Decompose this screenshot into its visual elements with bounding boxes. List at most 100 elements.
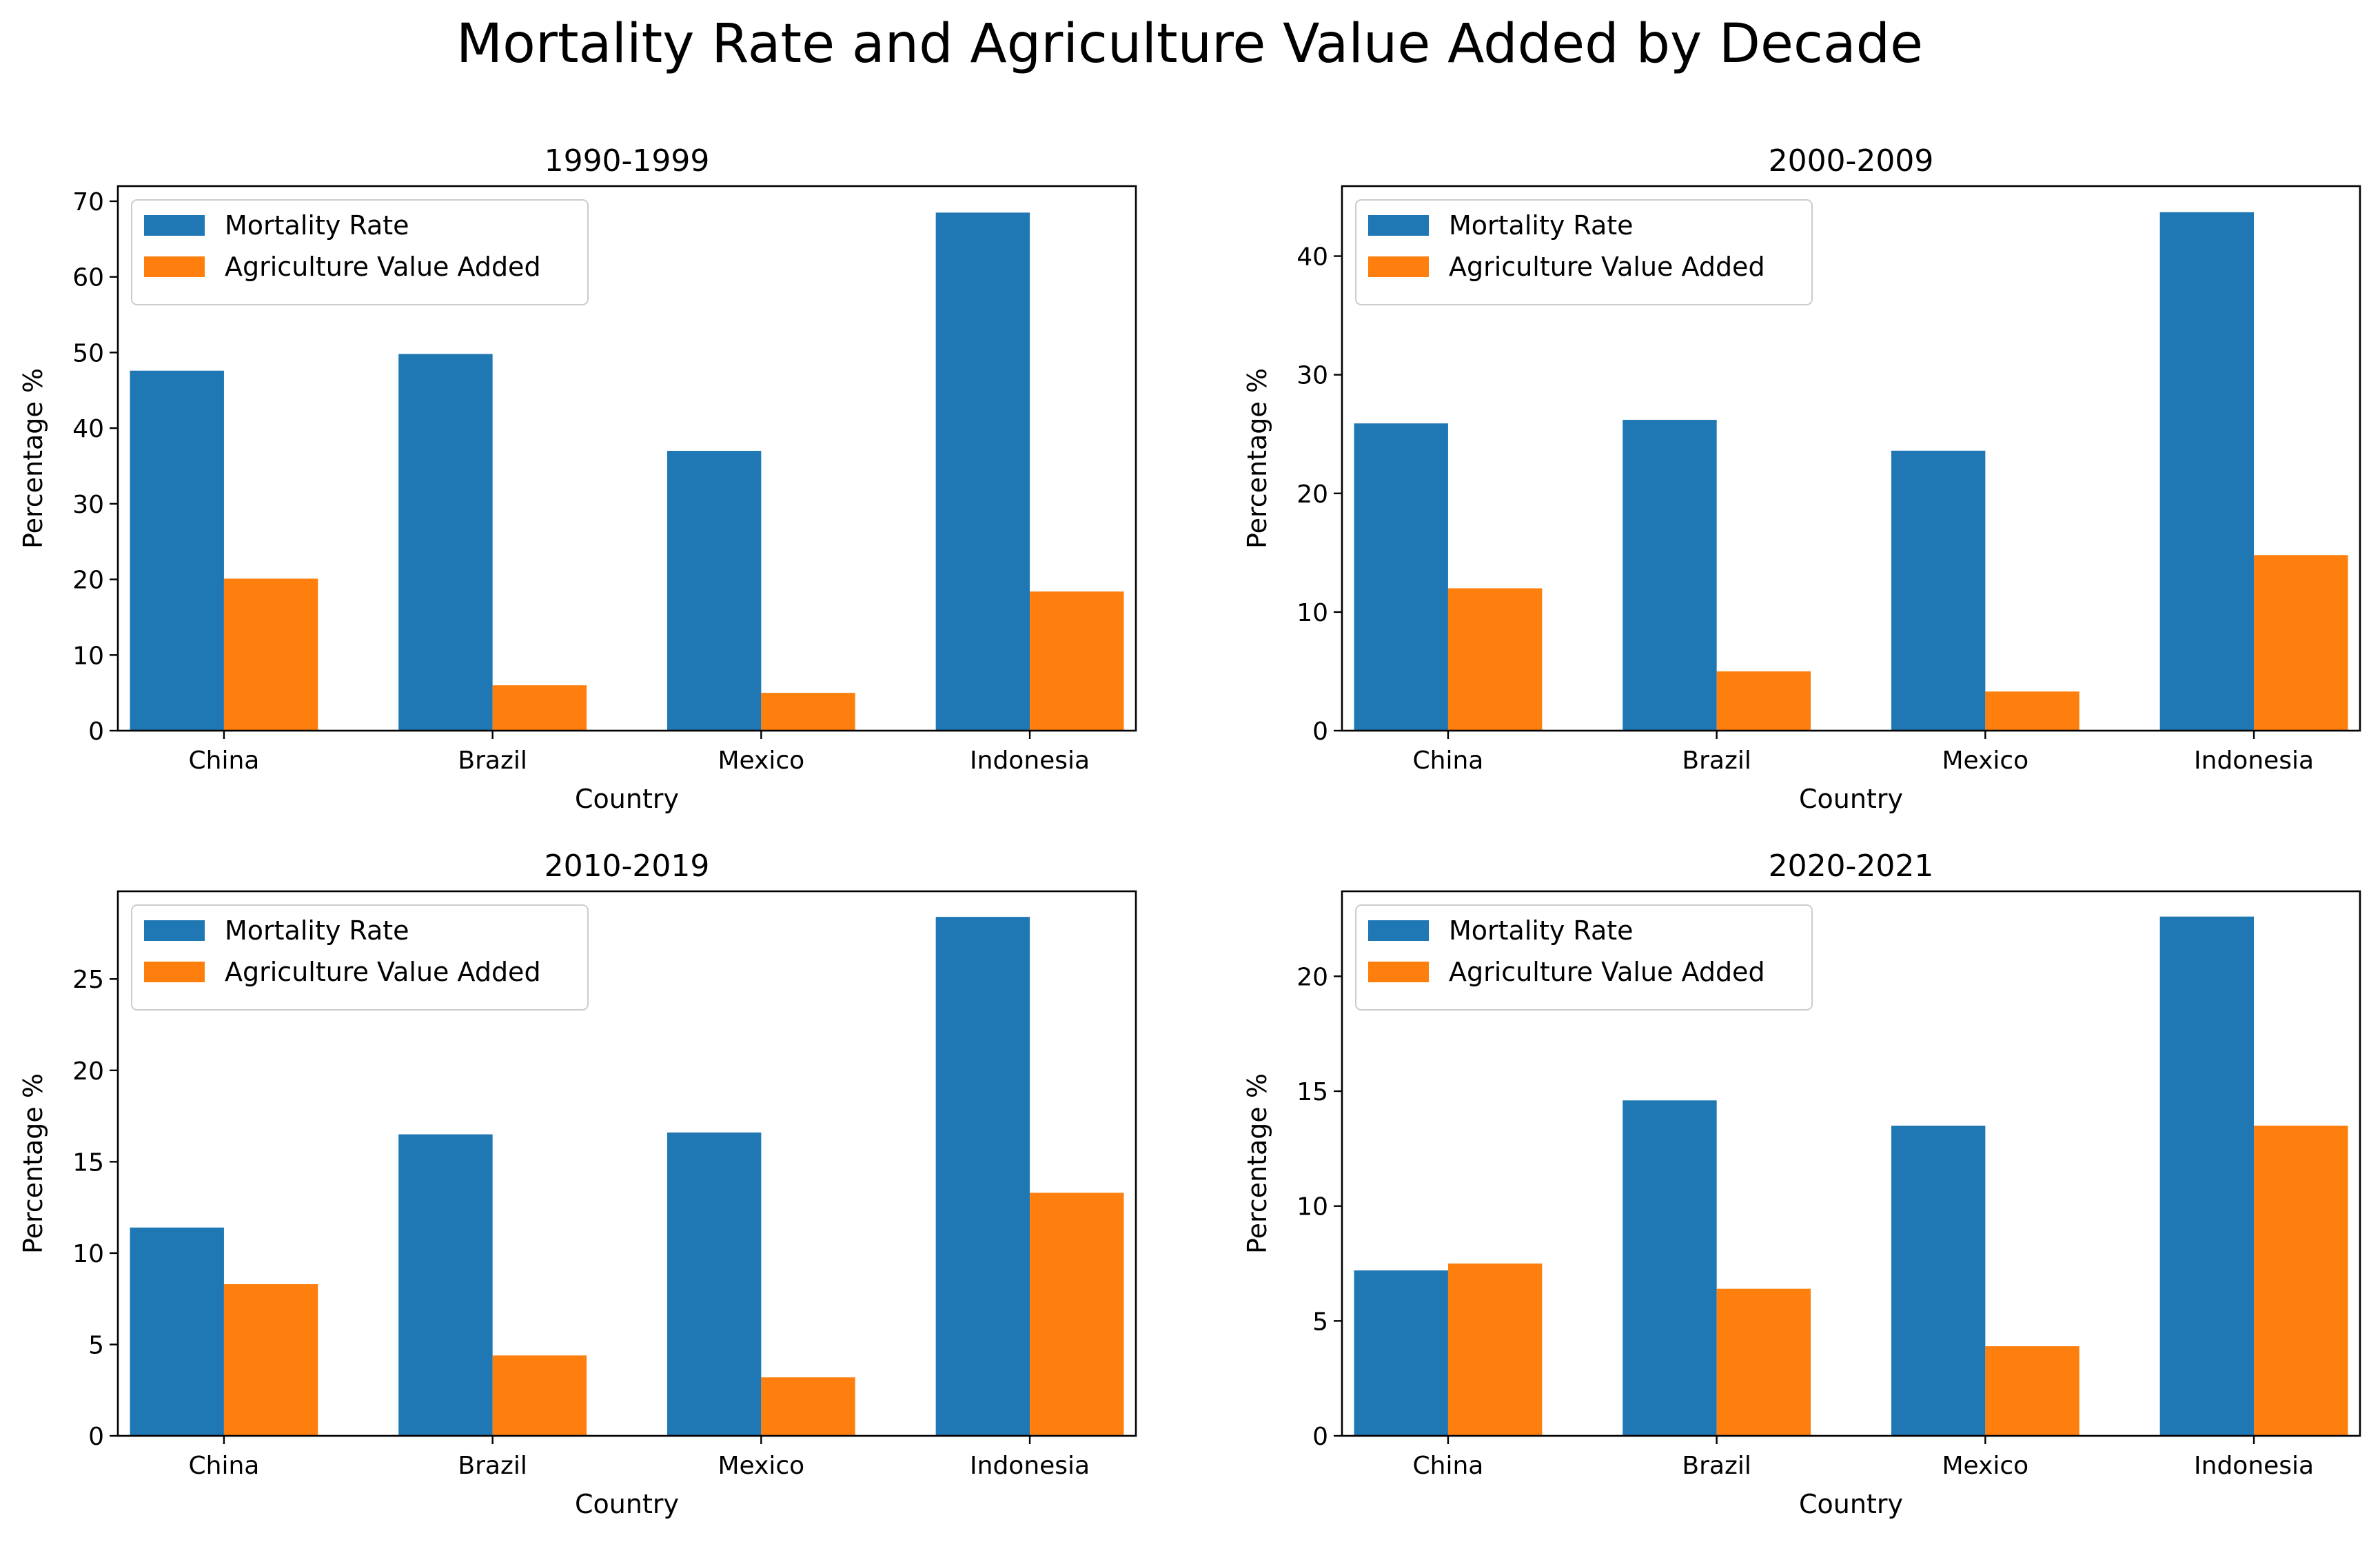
axes-frame: [1341, 890, 2361, 1437]
legend-label-mortality-rate: Mortality Rate: [1449, 210, 1634, 241]
y-tick-label: 0: [88, 1423, 104, 1451]
y-tick-label: 30: [1296, 362, 1328, 390]
axes-frame: [116, 185, 1137, 732]
legend: Mortality Rate Agriculture Value Added: [1355, 199, 1813, 305]
x-tick-label-indonesia: Indonesia: [2194, 1452, 2314, 1480]
legend-swatch-agriculture-value-added: [1368, 962, 1429, 982]
bar-mortality-rate-china: [130, 1227, 224, 1436]
legend-swatch-agriculture-value-added: [144, 256, 205, 277]
bar-agriculture-value-added-mexico: [1985, 1346, 2079, 1436]
bar-agriculture-value-added-china: [1447, 1264, 1543, 1436]
y-tick-label: 20: [72, 567, 104, 595]
y-tick-label: 5: [1312, 1308, 1328, 1336]
chart-suptitle: Mortality Rate and Agriculture Value Add…: [456, 13, 1923, 75]
y-tick-label: 0: [88, 718, 104, 746]
bar-mortality-rate-indonesia: [935, 212, 1030, 731]
bar-agriculture-value-added-china: [1447, 588, 1543, 731]
legend-box: [131, 904, 589, 1011]
y-tick-label: 60: [72, 264, 104, 292]
bar-agriculture-value-added-mexico: [761, 1377, 855, 1436]
axes-frame: [1341, 185, 2361, 732]
y-tick-label: 10: [1296, 599, 1328, 627]
legend-swatch-agriculture-value-added: [144, 962, 205, 982]
x-tick-label-china: China: [1413, 1452, 1484, 1480]
x-tick-label-mexico: Mexico: [1942, 1452, 2029, 1480]
legend-label-agriculture-value-added: Agriculture Value Added: [225, 957, 541, 987]
legend-box: [1355, 199, 1813, 305]
bar-mortality-rate-brazil: [1623, 1100, 1717, 1436]
legend-label-mortality-rate: Mortality Rate: [1449, 915, 1634, 946]
bar-agriculture-value-added-brazil: [492, 685, 587, 731]
y-axis-label: Percentage %: [1242, 1073, 1272, 1254]
x-tick-label-brazil: Brazil: [458, 1452, 527, 1480]
subplot-2010-2019: 0 5 10 15 20 25 China Brazil Mexico Indonesia Coun…: [18, 849, 1137, 1519]
bar-mortality-rate-brazil: [398, 354, 493, 731]
y-tick-label: 30: [72, 491, 104, 519]
x-tick-label-indonesia: Indonesia: [970, 747, 1090, 775]
y-tick-label: 40: [1296, 243, 1328, 272]
bar-agriculture-value-added-china: [223, 1284, 318, 1436]
legend-swatch-mortality-rate: [1368, 215, 1429, 236]
x-axis-label: Country: [575, 1489, 679, 1519]
y-tick-label: 15: [72, 1148, 104, 1177]
bar-mortality-rate-indonesia: [2159, 916, 2255, 1436]
x-tick-label-mexico: Mexico: [718, 1452, 805, 1480]
y-tick-label: 20: [72, 1057, 104, 1086]
bar-mortality-rate-mexico: [1891, 450, 1986, 731]
y-tick-label: 50: [72, 339, 104, 367]
y-tick-label: 5: [88, 1331, 104, 1359]
legend-swatch-mortality-rate: [1368, 920, 1429, 941]
bar-mortality-rate-indonesia: [935, 917, 1030, 1436]
y-tick-label: 0: [1312, 1423, 1328, 1451]
y-tick-label: 10: [1296, 1193, 1328, 1221]
x-tick-label-mexico: Mexico: [718, 747, 805, 775]
legend: Mortality Rate Agriculture Value Added: [131, 904, 589, 1011]
x-tick-label-china: China: [189, 747, 260, 775]
legend: Mortality Rate Agriculture Value Added: [1355, 904, 1813, 1011]
y-axis-label: Percentage %: [1242, 368, 1272, 549]
y-tick-label: 20: [1296, 480, 1328, 509]
x-axis-label: Country: [1799, 784, 1903, 814]
x-tick-label-china: China: [1413, 747, 1484, 775]
subplot-2000-2009: 0 10 20 30 40 China Brazil Mexico Indonesia Count…: [1242, 143, 2361, 814]
legend-box: [1355, 904, 1813, 1011]
x-tick-label-brazil: Brazil: [1682, 747, 1751, 775]
x-tick-label-brazil: Brazil: [458, 747, 527, 775]
legend-box: [131, 199, 589, 305]
legend-label-agriculture-value-added: Agriculture Value Added: [225, 252, 541, 282]
panel-title: 2000-2009: [1769, 143, 1934, 179]
subplot-1990-1999: 0 10 20 30 40 50 60 70 China Brazil Mexico Indonesi…: [18, 143, 1137, 814]
bar-agriculture-value-added-indonesia: [2254, 1126, 2348, 1436]
panel-title: 2020-2021: [1769, 849, 1934, 884]
legend-label-agriculture-value-added: Agriculture Value Added: [1449, 957, 1765, 987]
x-tick-label-brazil: Brazil: [1682, 1452, 1751, 1480]
bar-mortality-rate-brazil: [1623, 420, 1717, 731]
bar-mortality-rate-indonesia: [2159, 212, 2255, 731]
bar-agriculture-value-added-indonesia: [1030, 591, 1124, 731]
bar-agriculture-value-added-brazil: [1716, 1288, 1811, 1436]
bar-mortality-rate-mexico: [1891, 1126, 1986, 1436]
x-tick-label-mexico: Mexico: [1942, 747, 2029, 775]
legend-swatch-mortality-rate: [144, 920, 205, 941]
bar-mortality-rate-brazil: [398, 1134, 493, 1436]
y-tick-label: 0: [1312, 718, 1328, 746]
bar-agriculture-value-added-indonesia: [2254, 555, 2348, 731]
axes-frame: [116, 890, 1137, 1437]
panel-title: 1990-1999: [545, 143, 710, 179]
y-tick-label: 10: [72, 1240, 104, 1268]
bar-mortality-rate-china: [1354, 1270, 1448, 1436]
panel-title: 2010-2019: [545, 849, 710, 884]
legend-swatch-mortality-rate: [144, 215, 205, 236]
bar-agriculture-value-added-mexico: [761, 693, 855, 731]
bar-agriculture-value-added-brazil: [492, 1355, 587, 1436]
x-tick-label-indonesia: Indonesia: [2194, 747, 2314, 775]
subplot-2020-2021: 0 5 10 15 20 China Brazil Mexico Indonesia Countr…: [1242, 849, 2361, 1519]
y-axis-label: Percentage %: [18, 1073, 48, 1254]
bar-agriculture-value-added-china: [223, 578, 318, 731]
bar-agriculture-value-added-brazil: [1716, 671, 1811, 731]
y-axis-label: Percentage %: [18, 368, 48, 549]
y-tick-label: 15: [1296, 1078, 1328, 1106]
bar-mortality-rate-china: [1354, 423, 1448, 731]
